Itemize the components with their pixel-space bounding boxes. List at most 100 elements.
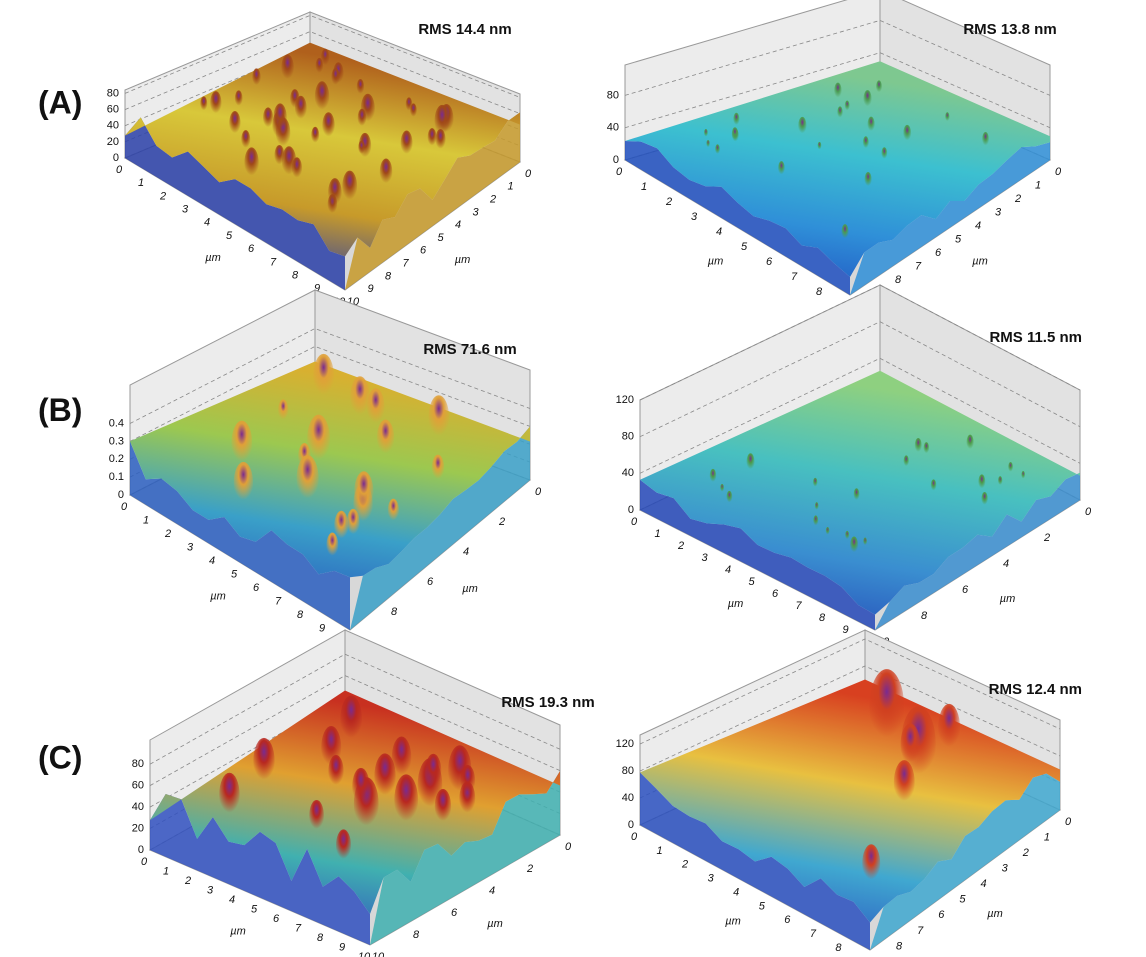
x-tick-label: 3 [701,552,708,564]
x-tick-label: 2 [665,196,672,208]
surface-peak [241,130,251,150]
surface-peak [914,437,922,454]
z-tick-label: 0.3 [109,435,124,447]
x-tick-label: 9 [842,624,848,636]
surface-peak [342,170,358,203]
surface-side [640,772,870,950]
x-tick-label: 8 [297,609,304,621]
surface-peak [328,178,342,208]
y-tick-label: 0 [1065,816,1072,828]
wall-grid [149,653,561,765]
surface-plot: 020406080012345678910012345678910µmµmRMS… [107,11,532,308]
surface-peak [853,488,860,502]
surface-peak [869,669,905,745]
surface-peak [862,136,869,150]
surface-peak [210,91,222,116]
surface-peak [219,772,240,817]
z-tick-label: 80 [107,87,119,99]
surface-peak [278,399,289,422]
y-tick-label: 2 [489,194,496,206]
z-tick-label: 20 [132,822,144,834]
surface-peak [875,80,883,94]
y-tick-label: 3 [1002,863,1009,875]
x-tick-label: 3 [207,884,214,896]
y-tick-label: 1 [507,181,513,193]
surface-peak [379,158,393,186]
rms-label: RMS 12.4 nm [989,681,1082,698]
surface-peak [903,455,909,468]
z-tick-label: 60 [107,103,119,115]
x-tick-label: 9 [314,283,320,295]
z-tick-label: 60 [132,780,144,792]
x-tick-label: 2 [184,875,191,887]
y-tick-label: 2 [1014,193,1021,205]
y-tick-label: 5 [959,894,966,906]
surface-peak [864,171,872,188]
y-tick-label: 4 [463,546,469,558]
x-tick-label: 8 [292,270,299,282]
z-tick-label: 0 [613,154,619,166]
surface-peak [966,434,974,451]
x-unit: µm [725,915,741,927]
surface-side [870,773,1060,950]
y-tick-label: 9 [875,956,881,957]
surface-peak [428,395,450,440]
wall-grid [639,665,1061,772]
surface-peak [798,116,807,136]
y-tick-label: 3 [472,206,479,218]
y-tick-label: 4 [980,878,986,890]
y-tick-label: 6 [962,584,969,596]
x-tick-label: 7 [275,595,282,607]
x-tick-label: 5 [759,900,766,912]
surface-plot: 0 20 40 60 80 0 1 2 3 4 5 6 7 8 9 10 0 2 4 6 8 10 µm µm RMS 19.3… [132,629,595,957]
surface-top [625,61,1050,277]
surface-peak [434,104,450,138]
surface-peak [290,89,300,110]
surface-peak [322,112,335,140]
surface-peak [709,468,717,484]
x-tick-label: 1 [163,865,169,877]
x-tick-label: 6 [772,588,779,600]
x-unit: µm [708,255,724,267]
row-label: (A) [38,84,82,120]
surface-peak [978,474,986,490]
x-unit: µm [230,925,246,937]
z-tick-label: 80 [132,758,144,770]
z-tick-label: 40 [607,122,619,134]
x-tick-label: 0 [116,164,123,176]
surface-peak [273,103,287,133]
surface-peak [981,492,988,507]
x-tick-label: 6 [253,582,260,594]
surface-peak [231,420,253,466]
surface-peak [358,140,365,156]
y-tick-label: 0 [565,841,572,853]
z-tick-label: 0 [628,504,634,516]
z-tick-label: 40 [107,120,119,132]
row-label: (C) [38,739,82,775]
z-tick-label: 80 [622,765,634,777]
x-tick-label: 4 [716,226,722,238]
wall-grid [124,31,521,114]
x-tick-label: 6 [273,913,280,925]
x-tick-label: 4 [733,886,739,898]
wall-grid [129,345,531,442]
y-tick-label: 0 [1085,506,1092,518]
surface-peak [997,476,1003,486]
surface-top [125,42,520,257]
x-tick-label: 0 [141,856,148,868]
y-tick-label: 4 [455,219,461,231]
z-tick-label: 0.1 [109,471,124,483]
rms-label: RMS 13.8 nm [963,21,1056,38]
x-tick-label: 4 [229,894,235,906]
wall-grid [129,328,531,424]
surface-peak [352,767,370,806]
x-tick-label: 2 [681,859,688,871]
y-tick-label: 5 [955,233,962,245]
surface-peak [387,498,399,523]
surface-side [345,112,520,291]
surface-peak [320,48,330,67]
rms-label: RMS 11.5 nm [989,329,1082,346]
x-tick-label: 9 [319,622,325,634]
z-tick-label: 0 [138,844,144,856]
